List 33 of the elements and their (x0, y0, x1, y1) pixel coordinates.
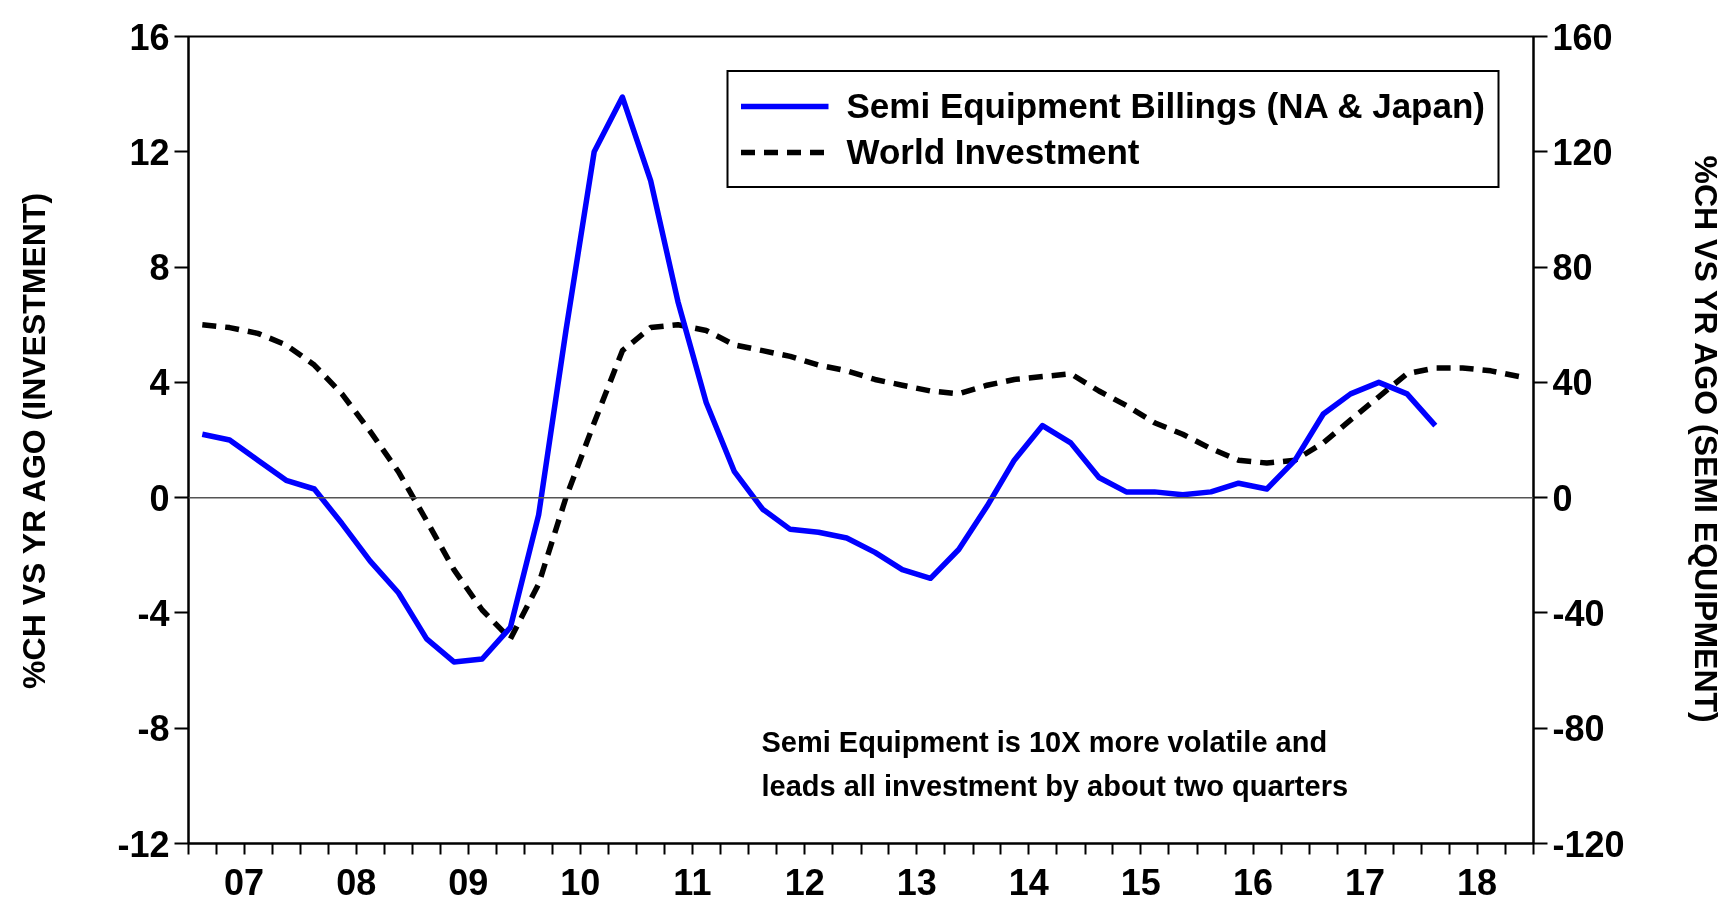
y2-tick-label: -40 (1552, 592, 1605, 634)
y2-tick-label: -80 (1552, 708, 1605, 750)
y-tick-label: 0 (149, 477, 170, 519)
y-tick-label: 8 (149, 247, 170, 289)
x-tick-label: 17 (1345, 861, 1386, 903)
annotation: Semi Equipment is 10X more volatile and leads all investment by about two quarters (761, 726, 1349, 802)
y2-tick-label: 120 (1552, 131, 1613, 173)
x-tick-label: 14 (1008, 861, 1049, 903)
y-tick-label: 4 (149, 362, 170, 404)
x-tick-label: 15 (1120, 861, 1161, 903)
x-tick-label: 07 (224, 861, 265, 903)
x-tick-label: 10 (560, 861, 601, 903)
x-tick-label: 09 (448, 861, 489, 903)
y-tick-label: -4 (137, 592, 170, 634)
y-axis-title: %CH VS YR AGO (INVESTMENT) (16, 192, 53, 689)
legend-label: Semi Equipment Billings (NA & Japan) (846, 85, 1485, 127)
legend-label: World Investment (846, 131, 1140, 173)
y2-tick-label: 0 (1552, 477, 1573, 519)
y2-axis-title: %CH VS YR AGO (SEMI EQUIPMENT) (1687, 155, 1724, 723)
y-tick-label: 12 (129, 131, 170, 173)
x-tick-label: 11 (673, 861, 712, 903)
y-tick-label: -8 (137, 708, 170, 750)
y-tick-label: -12 (117, 823, 170, 865)
y2-tick-label: 160 (1552, 16, 1613, 58)
x-tick-label: 13 (896, 861, 937, 903)
x-tick-label: 18 (1457, 861, 1498, 903)
y2-tick-label: 40 (1552, 362, 1593, 404)
y2-tick-label: -120 (1552, 823, 1625, 865)
x-tick-label: 12 (784, 861, 825, 903)
y-tick-label: 16 (129, 16, 170, 58)
x-tick-label: 16 (1233, 861, 1274, 903)
y2-tick-label: 80 (1552, 247, 1593, 289)
x-tick-label: 08 (336, 861, 377, 903)
